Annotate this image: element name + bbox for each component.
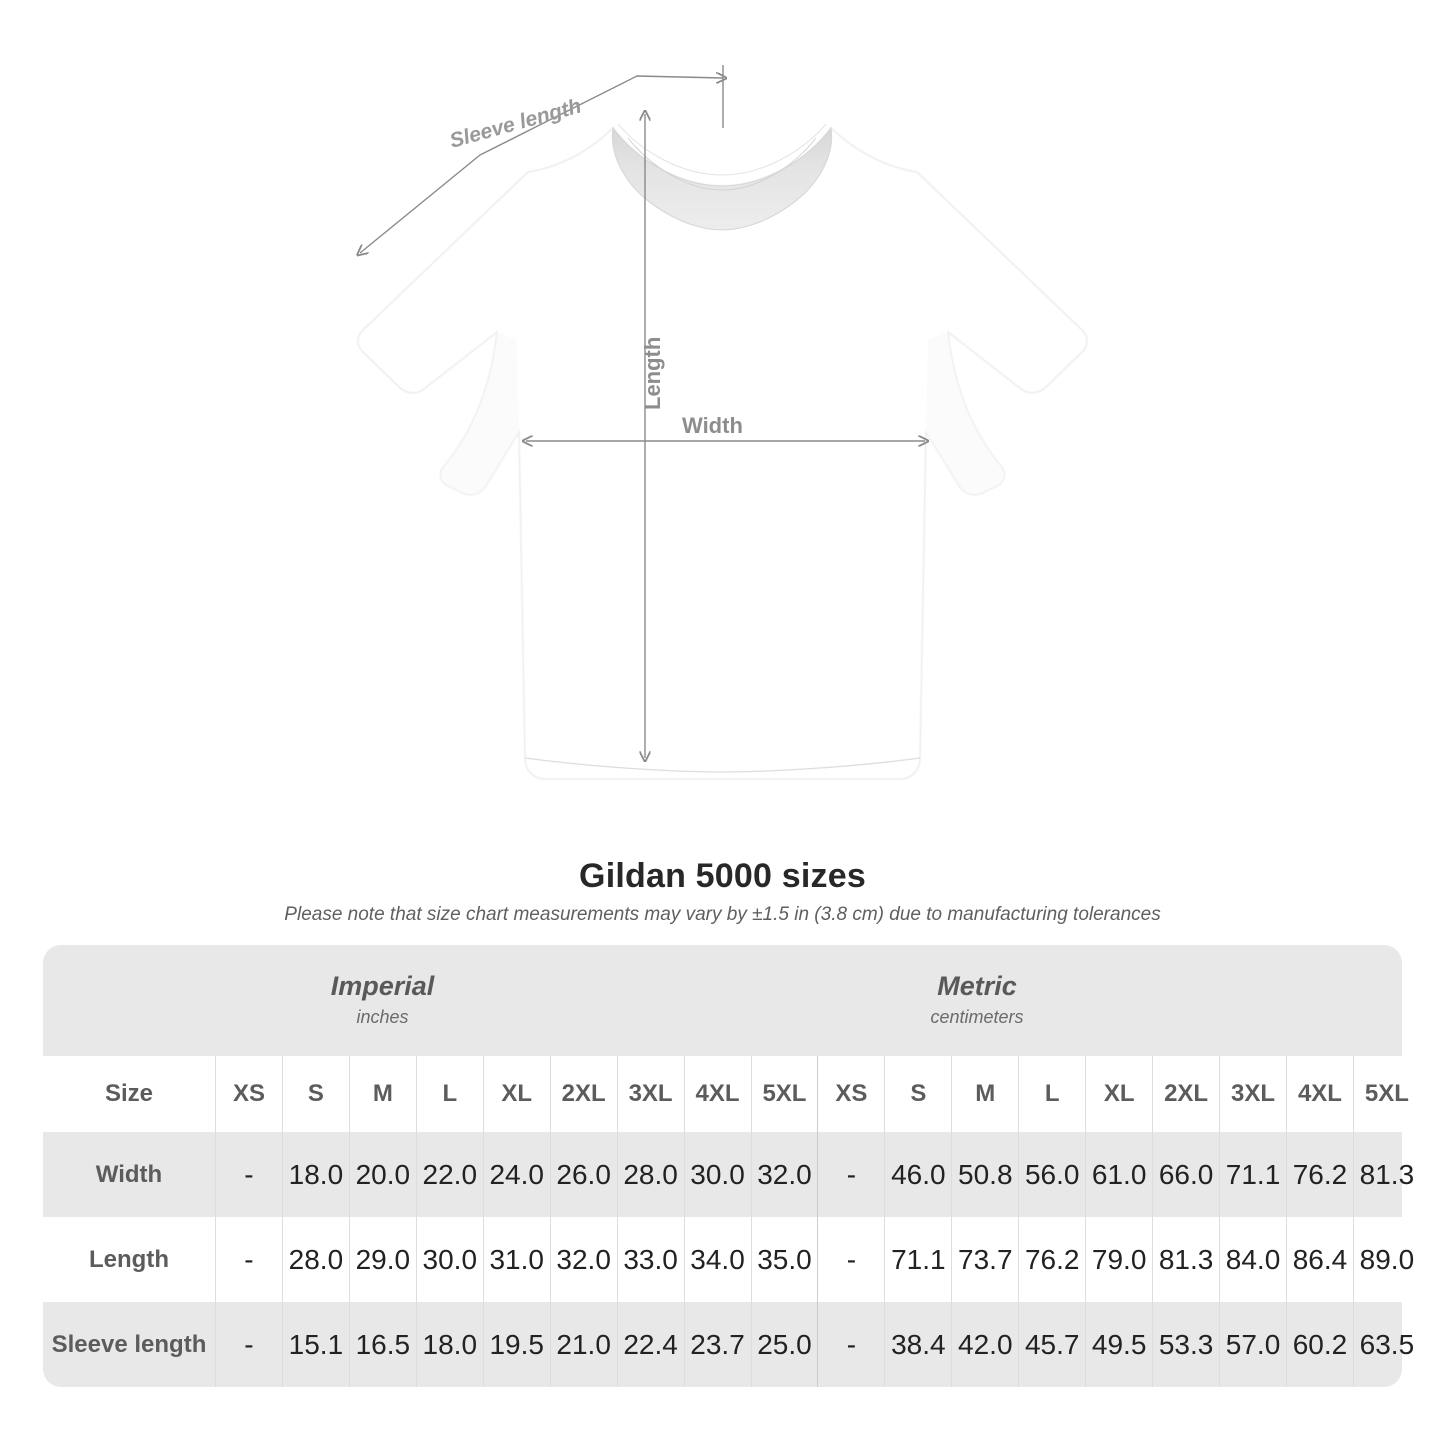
svg-text:Width: Width: [682, 413, 743, 438]
svg-text:Length: Length: [640, 337, 665, 410]
svg-text:Sleeve length: Sleeve length: [447, 94, 584, 152]
